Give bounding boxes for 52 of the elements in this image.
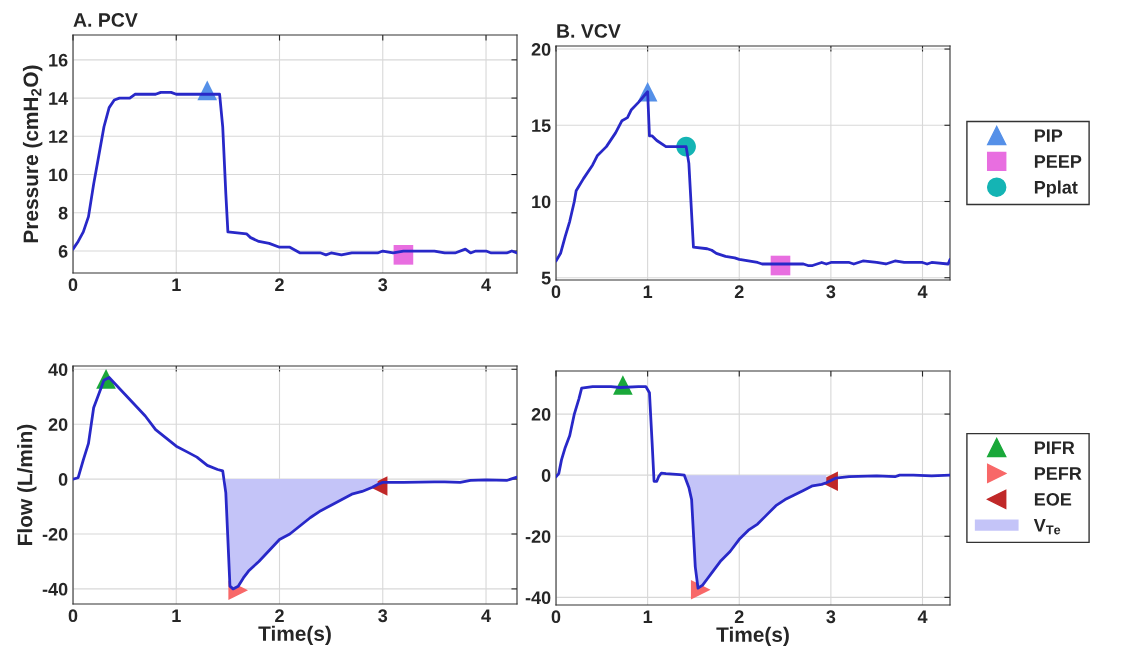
x-tick-label: 2 <box>734 610 744 623</box>
x-tick-label: 1 <box>643 610 653 623</box>
legend-label: V$_{Te}$ <box>1033 519 1061 535</box>
legend-label: PEFR <box>1034 467 1082 480</box>
x-tick-label: 0 <box>68 609 78 623</box>
y-tick-label: 40 <box>48 363 68 377</box>
x-tick-label: 4 <box>917 285 928 298</box>
chart-title: A. PCV <box>73 13 138 27</box>
x-tick-label: 2 <box>275 278 284 291</box>
y-tick-label: 8 <box>58 206 68 220</box>
y-tick-label: -20 <box>42 527 68 541</box>
legend-label: PIP <box>1034 129 1063 142</box>
x-tick-label: 3 <box>378 609 388 623</box>
y-tick-label: 0 <box>541 469 551 482</box>
y-tick-label: 10 <box>49 168 68 182</box>
y-tick-label: -40 <box>525 591 551 605</box>
x-tick-label: 0 <box>551 610 561 624</box>
y-tick-label: -40 <box>42 582 68 596</box>
y-tick-label: 16 <box>49 53 68 67</box>
y-tick-label: 6 <box>58 244 68 258</box>
x-tick-label: 3 <box>378 278 388 292</box>
legend-label: PEEP <box>1034 155 1082 168</box>
y-tick-label: 20 <box>531 408 551 421</box>
y-tick-label: 15 <box>532 119 551 132</box>
y-tick-label: 0 <box>58 473 68 486</box>
x-tick-label: 1 <box>172 609 181 622</box>
y-axis-title: Flow (L/min) <box>17 424 37 545</box>
y-axis-title: Pressure (cmH$_{2}$O) <box>22 65 43 243</box>
x-tick-label: 4 <box>917 610 928 623</box>
x-axis-title: Time(s) <box>716 626 789 647</box>
y-tick-label: 14 <box>49 92 69 105</box>
x-tick-label: 0 <box>551 285 561 299</box>
y-tick-label: 20 <box>531 42 551 56</box>
y-tick-label: -20 <box>525 530 551 543</box>
chart-title: B. VCV <box>557 24 621 38</box>
x-tick-label: 3 <box>826 285 836 299</box>
x-tick-label: 0 <box>68 278 78 292</box>
y-tick-label: 20 <box>48 418 68 431</box>
y-tick-label: 10 <box>532 195 551 209</box>
legend-label: EOE <box>1034 492 1072 506</box>
x-tick-label: 2 <box>734 285 744 298</box>
x-axis-title: Time(s) <box>258 625 331 646</box>
x-tick-label: 1 <box>643 285 653 298</box>
legend-label: Pplat <box>1034 180 1078 198</box>
x-tick-label: 2 <box>275 609 284 622</box>
y-tick-label: 12 <box>49 130 68 143</box>
x-tick-label: 3 <box>826 610 836 624</box>
x-tick-label: 4 <box>481 609 491 622</box>
legend-label: PIFR <box>1034 441 1075 454</box>
x-tick-label: 1 <box>172 278 181 291</box>
x-tick-label: 4 <box>481 278 491 291</box>
y-tick-label: 5 <box>541 271 551 285</box>
